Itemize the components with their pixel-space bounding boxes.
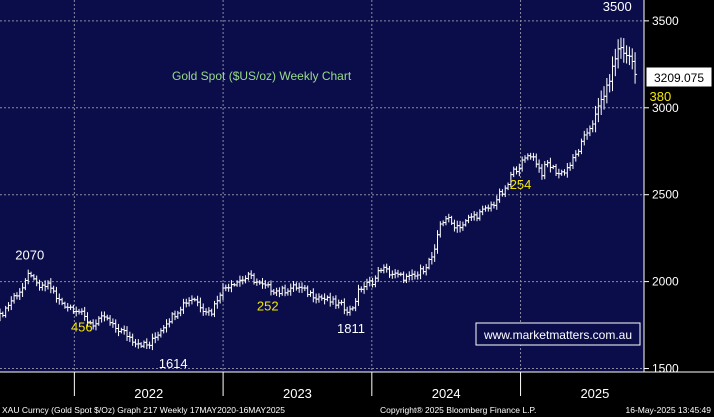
x-tick-label-3: 2025	[580, 386, 609, 401]
annotation-0: 2070	[15, 247, 44, 262]
annotation-4: 1811	[337, 321, 365, 336]
annotation-7: 380	[650, 89, 672, 104]
x-tick-label-0: 2022	[134, 386, 163, 401]
annotations: 2070 456 1614 252 1811 254 3500 380	[15, 0, 671, 371]
y-tick-label-1: 2000	[652, 275, 679, 289]
last-price-label: 3209.075	[654, 71, 704, 85]
ohlc-bar	[633, 52, 638, 84]
x-tick-label-2: 2024	[432, 386, 461, 401]
grid-lines	[0, 0, 644, 372]
watermark-text: www.marketmatters.com.au	[483, 328, 632, 342]
annotation-6: 3500	[603, 0, 632, 14]
footer-left: XAU Curncy (Gold Spot $/Oz) Graph 217 We…	[2, 405, 285, 415]
annotation-2: 1614	[159, 356, 188, 371]
y-tick-label-4: 3500	[652, 14, 679, 28]
y-tick-label-0: 1500	[652, 362, 679, 376]
y-tick-label-2: 2500	[652, 188, 679, 202]
watermark-box: www.marketmatters.com.au	[475, 322, 641, 346]
annotation-1: 456	[71, 319, 93, 334]
chart-title: Gold Spot ($US/oz) Weekly Chart	[172, 69, 352, 83]
y-axis-background	[644, 0, 714, 372]
last-price-box: 3209.075	[645, 66, 713, 88]
footer-center: Copyright® 2025 Bloomberg Finance L.P.	[380, 405, 536, 415]
annotation-5: 254	[510, 177, 532, 192]
footer-right: 16-May-2025 13:45:49	[625, 405, 711, 415]
price-series	[0, 37, 638, 351]
x-tick-label-1: 2023	[283, 386, 312, 401]
annotation-3: 252	[257, 299, 279, 314]
plot-background	[0, 0, 644, 372]
x-axis-background	[0, 372, 714, 417]
x-axis: 2022 2023 2024 2025	[0, 371, 714, 401]
y-tick-label-3: 3000	[652, 101, 679, 115]
